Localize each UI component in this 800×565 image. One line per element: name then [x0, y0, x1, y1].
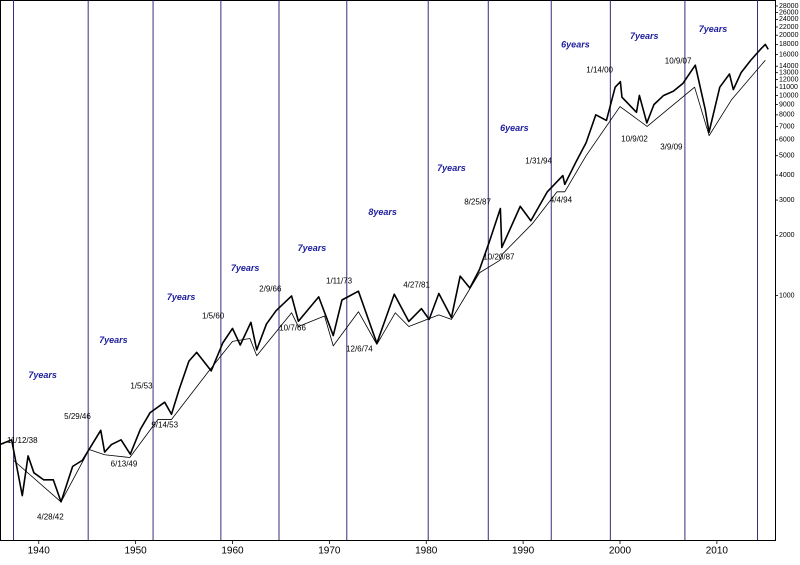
y-tick-label: 14000 [779, 63, 799, 70]
y-tick-label: 5000 [779, 153, 795, 160]
date-label: 4/27/81 [403, 281, 430, 290]
date-label: 1/5/53 [130, 382, 153, 391]
y-tick-label: 16000 [779, 51, 799, 58]
cycle-label: 6years [500, 123, 529, 133]
y-tick-label: 13000 [779, 70, 799, 77]
cycle-label: 7years [298, 243, 327, 253]
date-label: 3/9/09 [660, 143, 683, 152]
trend-line [13, 59, 766, 503]
cycle-label: 7years [437, 163, 466, 173]
date-label: 12/6/74 [346, 345, 373, 354]
cycle-label: 6years [561, 40, 590, 50]
date-label: 1/5/60 [202, 312, 225, 321]
y-tick-label: 2000 [779, 232, 795, 239]
y-tick-label: 3000 [779, 197, 795, 204]
y-tick-label: 4000 [779, 172, 795, 179]
date-label: 1/31/94 [525, 157, 552, 166]
x-tick-label: 1940 [28, 546, 51, 557]
date-label: 8/25/87 [464, 198, 491, 207]
y-tick-label: 11000 [779, 84, 798, 91]
y-tick-label: 7000 [779, 123, 795, 130]
x-tick-label: 2010 [706, 546, 729, 557]
x-tick-label: 1980 [415, 546, 438, 557]
y-tick-label: 24000 [779, 16, 799, 23]
y-tick-label: 1000 [779, 292, 795, 299]
x-tick-label: 1960 [221, 546, 244, 557]
plot-frame [0, 0, 776, 541]
x-tick-label: 1970 [318, 546, 341, 557]
date-label: 10/7/66 [279, 324, 306, 333]
cycle-label: 7years [699, 24, 728, 34]
y-tick-label: 26000 [779, 9, 799, 16]
y-tick-label: 10000 [779, 92, 799, 99]
x-tick-label: 1950 [125, 546, 148, 557]
cycle-label: 7years [630, 31, 659, 41]
x-tick-label: 2000 [609, 546, 632, 557]
date-label: 10/9/07 [665, 57, 692, 66]
date-label: 11/12/38 [7, 436, 38, 445]
date-label: 2/9/66 [259, 285, 282, 294]
y-tick-label: 22000 [779, 24, 799, 31]
x-tick-label: 1990 [512, 546, 535, 557]
y-tick-label: 8000 [779, 112, 795, 119]
date-label: 1/14/00 [586, 66, 613, 75]
cycle-label: 7years [28, 370, 57, 380]
date-label: 6/13/49 [111, 460, 138, 469]
date-label: 1/11/73 [326, 277, 353, 286]
y-tick-label: 12000 [779, 76, 799, 83]
price-line [0, 43, 769, 503]
date-label: 10/20/87 [483, 253, 515, 262]
cycle-label: 8years [368, 207, 397, 217]
y-tick-label: 18000 [779, 41, 799, 48]
y-tick-label: 9000 [779, 101, 795, 108]
cycle-label: 7years [231, 263, 260, 273]
date-label: 4/4/94 [550, 196, 573, 205]
date-label: 5/29/46 [64, 412, 91, 421]
y-tick-label: 20000 [779, 32, 799, 39]
date-label: 10/9/02 [621, 135, 648, 144]
date-label: 4/28/42 [37, 512, 64, 521]
y-tick-label: 28000 [779, 3, 799, 10]
y-tick-label: 6000 [779, 137, 795, 144]
date-label: 9/14/53 [151, 421, 178, 430]
cycle-label: 7years [99, 335, 128, 345]
cycle-label: 7years [167, 292, 196, 302]
